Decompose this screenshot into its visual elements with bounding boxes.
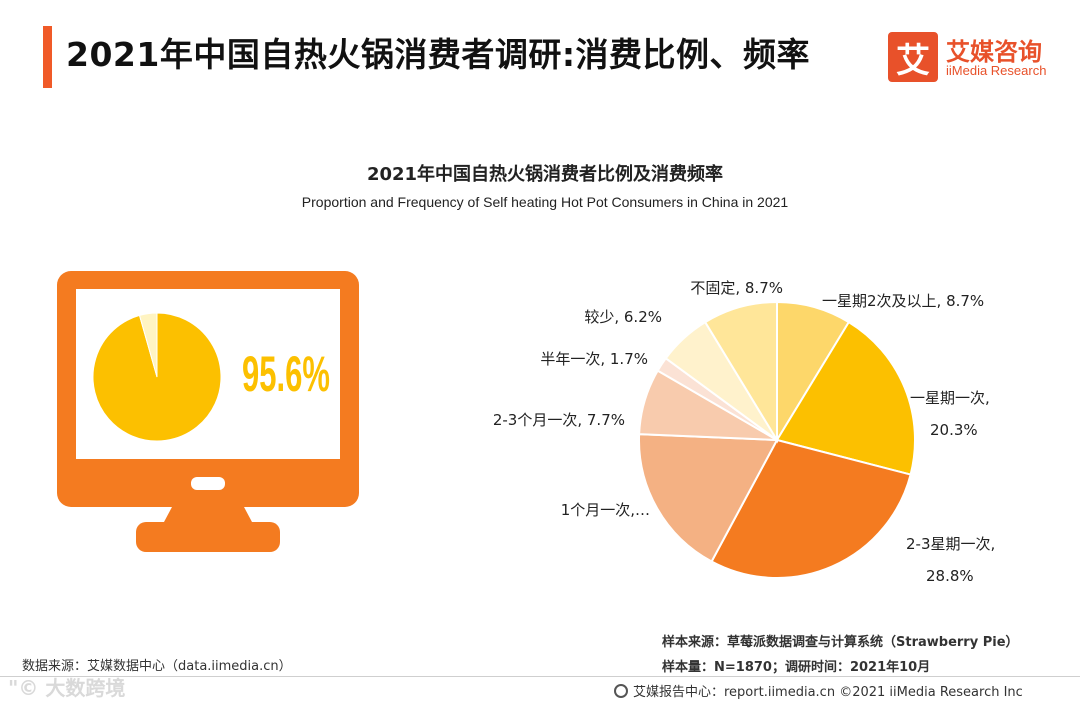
logo-mark: 艾 bbox=[888, 32, 938, 82]
frequency-labels: 一星期2次及以上, 8.7% 一星期一次, 20.3% 2-3星期一次, 28.8% 1个… bbox=[493, 279, 995, 585]
frequency-label-5: 半年一次, 1.7% bbox=[540, 350, 648, 368]
monitor-base bbox=[136, 522, 280, 552]
frequency-slice-2 bbox=[710, 438, 912, 579]
data-source: 数据来源：艾媒数据中心（data.iimedia.cn） bbox=[22, 659, 292, 674]
frequency-label-6: 较少, 6.2% bbox=[584, 308, 662, 326]
frequency-slice-7 bbox=[703, 300, 778, 444]
sample-source: 样本来源：草莓派数据调查与计算系统（Strawberry Pie） bbox=[662, 635, 1019, 650]
frequency-slice-3 bbox=[638, 433, 779, 563]
sample-size: 样本量：N=1870；调研时间：2021年10月 bbox=[662, 660, 931, 675]
chart-title: 2021年中国自热火锅消费者比例及消费频率 bbox=[366, 164, 724, 185]
frequency-slice-1 bbox=[775, 320, 916, 476]
frequency-label-0: 一星期2次及以上, 8.7% bbox=[822, 292, 984, 310]
frequency-label-7: 不固定, 8.7% bbox=[690, 279, 783, 297]
logo-english-text: iiMedia Research bbox=[946, 63, 1047, 78]
frequency-label-1: 一星期一次, 20.3% bbox=[910, 389, 990, 439]
monitor-button bbox=[191, 477, 225, 490]
chart-subtitle: Proportion and Frequency of Self heating… bbox=[301, 194, 789, 210]
monitor-stand bbox=[164, 507, 252, 522]
report-center: 艾媒报告中心：report.iimedia.cn ©2021 iiMedia R… bbox=[614, 681, 1023, 700]
watermark: "© 大数跨境 bbox=[8, 676, 126, 700]
frequency-pie bbox=[638, 300, 916, 579]
page-title: 2021年中国自热火锅消费者调研:消费比例、频率 bbox=[66, 35, 811, 74]
footer-divider bbox=[0, 676, 1080, 677]
frequency-label-4: 2-3个月一次, 7.7% bbox=[493, 411, 625, 429]
globe-icon bbox=[614, 683, 628, 698]
logo-chinese-text: 艾媒咨询 bbox=[946, 38, 1042, 66]
report-center-text: 艾媒报告中心：report.iimedia.cn ©2021 iiMedia R… bbox=[633, 685, 1023, 700]
proportion-value-label: 95.6% bbox=[242, 345, 330, 401]
proportion-pie bbox=[92, 312, 222, 442]
title-accent-bar bbox=[43, 26, 52, 88]
proportion-slice-others bbox=[138, 312, 158, 378]
frequency-label-3: 1个月一次,… bbox=[561, 501, 650, 519]
iimedia-logo: 艾 艾媒咨询 iiMedia Research bbox=[888, 32, 1068, 84]
frequency-label-2: 2-3星期一次, 28.8% bbox=[906, 535, 995, 585]
